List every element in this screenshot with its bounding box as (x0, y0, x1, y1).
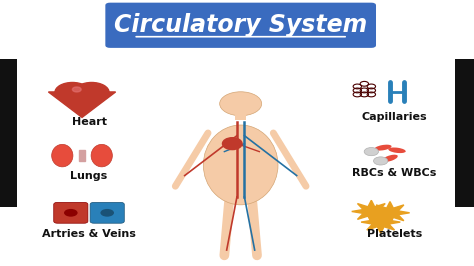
Text: Platelets: Platelets (367, 229, 422, 239)
Polygon shape (352, 200, 391, 223)
FancyBboxPatch shape (105, 3, 376, 48)
Ellipse shape (222, 137, 243, 150)
Circle shape (364, 148, 379, 156)
Polygon shape (361, 211, 400, 233)
Text: Lungs: Lungs (70, 171, 108, 181)
Bar (79, 151, 85, 161)
Bar (235, 104, 246, 120)
FancyBboxPatch shape (54, 202, 88, 223)
Ellipse shape (374, 145, 392, 151)
Circle shape (55, 82, 90, 102)
Circle shape (73, 87, 81, 92)
Circle shape (374, 157, 388, 165)
Text: RBCs & WBCs: RBCs & WBCs (353, 168, 437, 178)
Text: Heart: Heart (72, 117, 107, 127)
Ellipse shape (382, 155, 398, 162)
FancyBboxPatch shape (0, 59, 17, 207)
FancyBboxPatch shape (90, 202, 124, 223)
FancyBboxPatch shape (456, 59, 474, 207)
Circle shape (100, 209, 114, 217)
Circle shape (64, 209, 78, 217)
Ellipse shape (52, 144, 73, 167)
Text: Capillaries: Capillaries (362, 112, 428, 122)
Ellipse shape (388, 147, 406, 153)
Ellipse shape (203, 125, 278, 205)
Text: Circulatory System: Circulatory System (114, 13, 367, 37)
Text: Artries & Veins: Artries & Veins (42, 229, 136, 239)
Polygon shape (370, 202, 410, 224)
Ellipse shape (91, 144, 112, 167)
Circle shape (74, 82, 109, 102)
Circle shape (219, 92, 262, 116)
Polygon shape (48, 92, 116, 117)
